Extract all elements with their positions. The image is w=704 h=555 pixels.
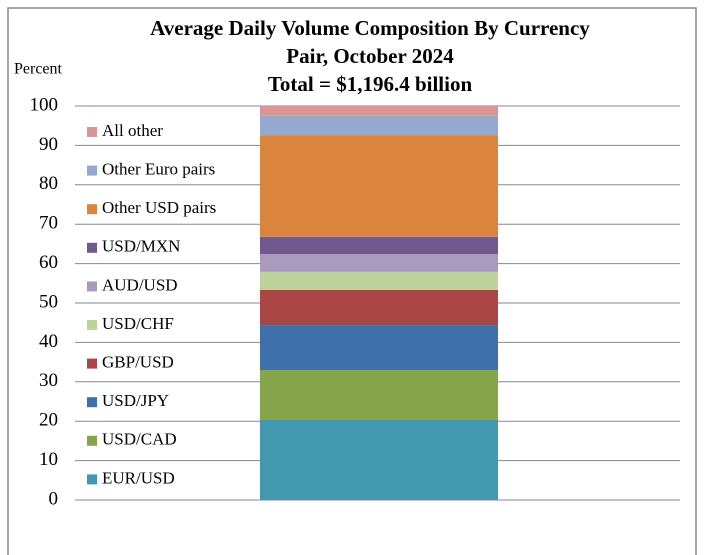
legend-label: Other USD pairs <box>102 198 216 217</box>
legend-label: USD/JPY <box>102 391 169 410</box>
legend-label: Other Euro pairs <box>102 160 215 179</box>
legend-swatch <box>87 281 97 292</box>
y-tick-label: 50 <box>39 291 58 312</box>
bar-segment <box>260 325 498 370</box>
bar-segment <box>260 236 498 255</box>
legend-swatch <box>87 204 97 215</box>
legend-label: All other <box>102 121 163 140</box>
bar-segment <box>260 420 498 500</box>
legend-label: USD/CAD <box>102 430 177 449</box>
y-tick-label: 40 <box>39 331 58 352</box>
legend-swatch <box>87 320 97 330</box>
bar-segment <box>260 271 498 290</box>
bar-segment <box>260 106 498 116</box>
y-tick-label: 60 <box>39 252 58 273</box>
y-tick-label: 100 <box>30 94 59 115</box>
legend-swatch <box>87 127 97 137</box>
legend-swatch <box>87 165 97 176</box>
chart-subtitle: Total = $1,196.4 billion <box>268 72 473 96</box>
y-tick-label: 30 <box>39 370 58 391</box>
legend-swatch <box>87 397 97 408</box>
bar-segment <box>260 135 498 237</box>
legend-label: USD/CHF <box>102 314 174 333</box>
chart-title: Average Daily Volume Composition By Curr… <box>150 16 590 40</box>
legend-swatch <box>87 474 97 485</box>
bar-segment <box>260 254 498 272</box>
y-tick-label: 0 <box>49 488 59 509</box>
y-tick-label: 90 <box>39 134 58 155</box>
bar-segment <box>260 289 498 326</box>
legend-label: AUD/USD <box>102 275 178 294</box>
legend-swatch <box>87 358 97 369</box>
legend-label: GBP/USD <box>102 353 174 372</box>
legend-swatch <box>87 435 97 446</box>
legend-label: USD/MXN <box>102 237 180 256</box>
bar-segment <box>260 369 498 421</box>
chart-title: Pair, October 2024 <box>286 44 454 68</box>
legend-label: EUR/USD <box>102 468 175 487</box>
legend-swatch <box>87 242 97 253</box>
bar-segment <box>260 115 498 136</box>
y-tick-label: 80 <box>39 173 58 194</box>
y-tick-label: 70 <box>39 213 58 234</box>
y-axis-label: Percent <box>14 61 63 78</box>
y-tick-label: 20 <box>39 410 58 431</box>
y-tick-label: 10 <box>39 449 58 470</box>
